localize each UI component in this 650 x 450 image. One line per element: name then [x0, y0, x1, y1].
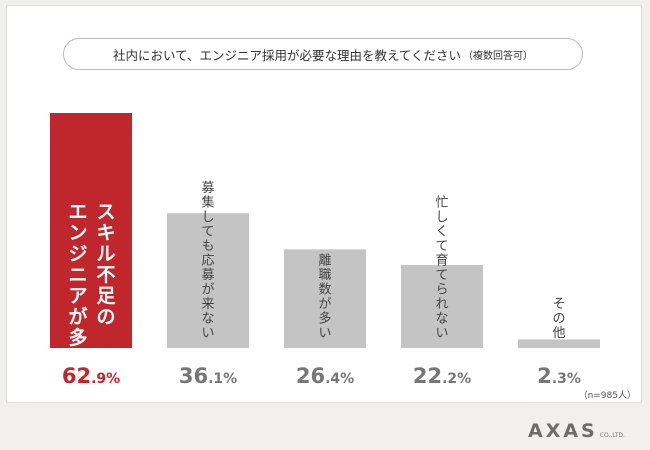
svg-text:ら: ら [435, 283, 448, 298]
svg-text:職: 職 [318, 268, 331, 283]
svg-text:い: い [435, 326, 448, 341]
svg-text:他: 他 [552, 326, 565, 341]
svg-text:な: な [201, 312, 214, 327]
svg-text:て: て [201, 225, 214, 240]
svg-text:そ: そ [552, 297, 565, 312]
logo-suffix: CO.,LTD. [599, 432, 625, 439]
svg-text:い: い [318, 326, 331, 341]
svg-text:い: い [201, 326, 214, 341]
value-label-5: 2.3% [537, 364, 581, 388]
sample-size-note: （n=985人） [578, 391, 636, 401]
chart-title-text: 社内において、エンジニア採用が必要な理由を教えてください [112, 47, 461, 63]
svg-text:ル: ル [96, 243, 115, 265]
svg-text:来: 来 [201, 297, 214, 312]
svg-text:募: 募 [201, 181, 214, 196]
bar-3 [284, 249, 366, 348]
svg-text:集: 集 [201, 195, 214, 211]
svg-text:ン: ン [68, 222, 87, 244]
svg-text:て: て [435, 268, 448, 283]
value-label-1: 62.9% [62, 364, 120, 388]
svg-text:い: い [68, 348, 87, 370]
svg-text:し: し [435, 210, 448, 225]
svg-text:応: 応 [201, 254, 214, 269]
bar-4 [401, 265, 483, 348]
logo-wordmark: AXAS [528, 420, 598, 442]
value-label-3: 26.4% [296, 364, 354, 388]
svg-text:多: 多 [318, 311, 331, 327]
chart-title-suffix: （複数回答可） [463, 50, 533, 62]
category-label-5: その他 [552, 297, 565, 341]
chart-title: 社内において、エンジニア採用が必要な理由を教えてください （複数回答可） [63, 38, 583, 70]
svg-text:の: の [552, 312, 565, 327]
bar-2 [167, 213, 249, 348]
svg-text:多: 多 [68, 326, 87, 349]
company-logo: AXAS CO.,LTD. [528, 420, 625, 444]
svg-text:く: く [435, 225, 448, 240]
svg-text:忙: 忙 [435, 196, 448, 211]
svg-text:ス: ス [96, 201, 115, 223]
bar-5 [518, 339, 600, 348]
svg-text:が: が [318, 297, 331, 312]
svg-text:エ: エ [68, 201, 87, 223]
svg-text:な: な [435, 312, 448, 327]
svg-text:の: の [96, 306, 115, 328]
svg-text:も: も [201, 239, 214, 254]
value-label-4: 22.2% [413, 364, 471, 388]
svg-text:離: 離 [318, 254, 331, 269]
svg-text:育: 育 [435, 253, 448, 269]
svg-text:キ: キ [96, 222, 115, 244]
bar-1 [50, 113, 132, 348]
svg-text:不: 不 [96, 264, 115, 286]
svg-text:ニ: ニ [68, 264, 87, 286]
svg-text:ア: ア [68, 285, 87, 307]
svg-text:募: 募 [201, 268, 214, 283]
svg-text:て: て [435, 239, 448, 254]
svg-text:し: し [201, 210, 214, 225]
svg-text:数: 数 [318, 283, 331, 298]
svg-text:ジ: ジ [68, 243, 87, 265]
svg-text:足: 足 [96, 285, 116, 307]
svg-text:れ: れ [435, 297, 448, 312]
value-label-2: 36.1% [179, 364, 237, 388]
svg-text:が: が [68, 305, 87, 328]
svg-text:が: が [201, 283, 214, 298]
